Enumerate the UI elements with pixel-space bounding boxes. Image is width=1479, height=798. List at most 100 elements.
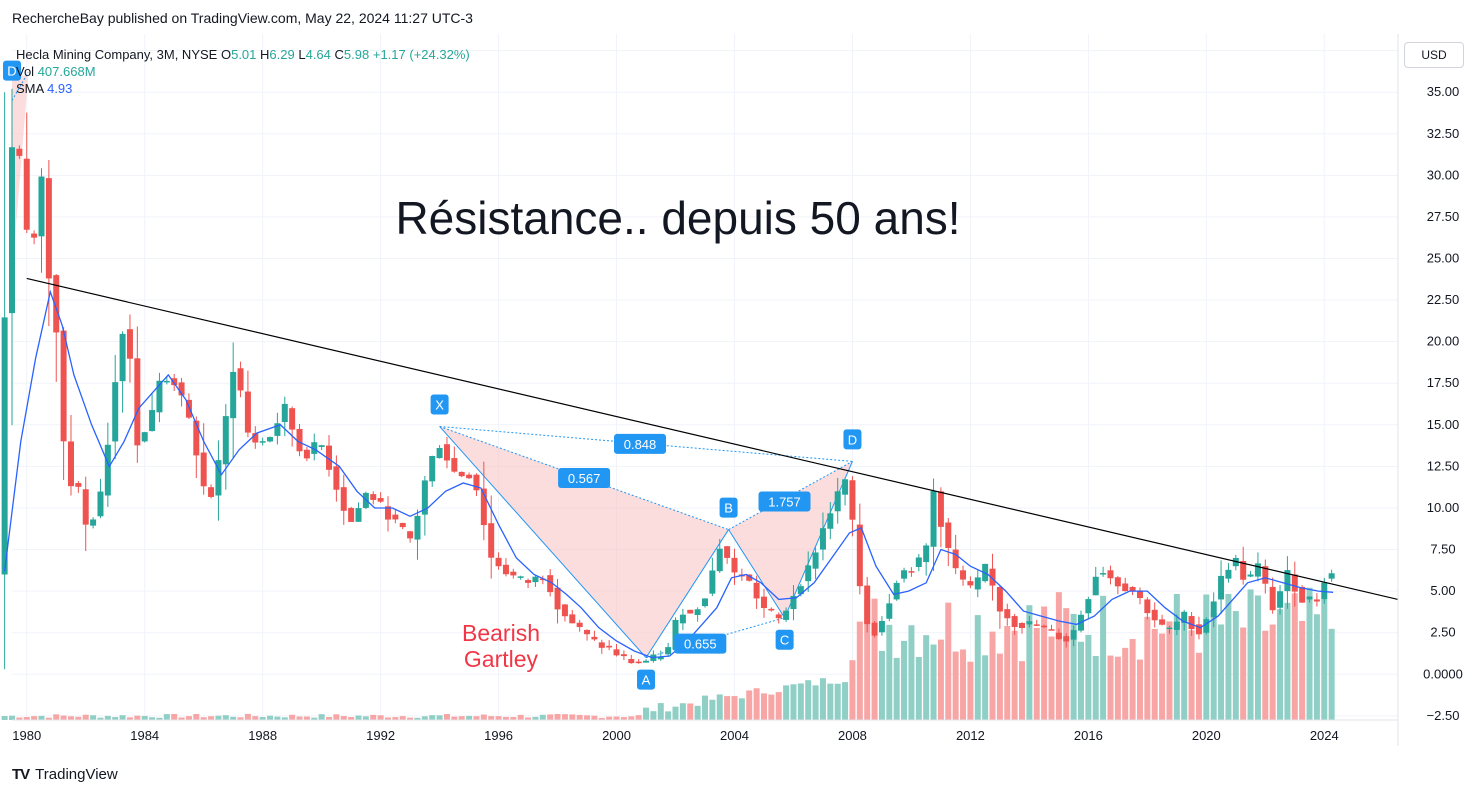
volume-bar (1026, 605, 1033, 720)
currency-button[interactable]: USD (1404, 42, 1464, 68)
volume-bar (1070, 613, 1077, 720)
volume-bar (348, 717, 355, 720)
volume-bar (1151, 628, 1158, 720)
candle-body (886, 603, 893, 619)
candle-body (901, 570, 908, 579)
candle-body (348, 507, 355, 522)
candle-body (1313, 599, 1320, 602)
volume-bar (783, 685, 790, 720)
candle-body (1269, 586, 1276, 611)
volume-bar (1299, 621, 1306, 720)
volume-bar (377, 715, 384, 720)
candle-body (702, 598, 708, 607)
price-chart[interactable]: X A B C D 0.567 0.655 1.757 0.848 D −2.50 0.0000 2.… (0, 34, 1479, 766)
candle-body (1284, 570, 1291, 592)
volume-bar (1063, 608, 1070, 720)
x-tick-label: 1984 (130, 728, 159, 743)
volume-bar (281, 717, 288, 720)
candle-body (38, 176, 45, 237)
volume-bar (185, 716, 192, 720)
candle-body (458, 471, 465, 477)
ratio-label-bg (674, 633, 727, 654)
candle-body (171, 378, 178, 386)
candle-body (679, 614, 686, 624)
candle-body (303, 449, 310, 459)
ratio-label-bg (758, 491, 811, 512)
volume-bar (547, 714, 554, 720)
volume-bar (45, 717, 52, 720)
y-tick-label: 17.50 (1427, 375, 1460, 390)
volume-bar (672, 706, 679, 720)
gartley-labels: X A B C D 0.567 0.655 1.757 0.848 D (3, 60, 862, 690)
candle-body (1011, 616, 1018, 628)
y-tick-label: −2.50 (1427, 708, 1460, 723)
candle-body (952, 549, 959, 569)
candle-body (473, 474, 480, 491)
volume-bar (1181, 622, 1188, 720)
volume-bar (532, 716, 539, 720)
candle-body (937, 491, 944, 527)
volume-bar (495, 716, 502, 720)
candle-body (1136, 590, 1143, 599)
y-tick-label: 35.00 (1427, 84, 1460, 99)
candle-body (1085, 599, 1092, 614)
volume-bar (370, 714, 377, 720)
volume-bar (126, 717, 133, 720)
volume-bar (1225, 593, 1232, 720)
volume-bar (731, 696, 738, 720)
legend-open-label: O (220, 47, 232, 62)
volume-bar (274, 716, 281, 720)
x-tick-label: 2024 (1310, 728, 1339, 743)
candle-body (230, 371, 237, 419)
volume-bar (1173, 593, 1180, 720)
candle-body (1107, 570, 1114, 579)
legend-change: +1.17 (+24.32%) (372, 47, 470, 62)
point-label-top-d-bg (3, 60, 21, 81)
candle-body (864, 585, 871, 625)
candle-body (488, 523, 495, 558)
candle-body (384, 506, 391, 520)
point-label-top-d: D (7, 64, 16, 79)
volume-bar (561, 714, 568, 720)
candle-body (996, 586, 1003, 612)
leg-xa (439, 426, 647, 658)
candle-body (1151, 609, 1158, 621)
volume-bar (230, 716, 237, 720)
volume-bar (878, 650, 885, 720)
volume-bar (31, 716, 38, 720)
volume-bar (856, 621, 863, 720)
header-bar: RechercheBay published on TradingView.co… (0, 0, 1479, 34)
volume-bar (407, 717, 414, 720)
candle-body (333, 466, 340, 490)
candle-body (392, 514, 399, 520)
volume-bar (665, 711, 672, 720)
candle-body (296, 428, 303, 452)
candle-body (16, 148, 23, 156)
y-tick-label: 20.00 (1427, 334, 1460, 349)
volume-bar (267, 715, 274, 720)
candle-body (525, 580, 532, 583)
legend-volume-label: Vol (16, 64, 35, 79)
candle-body (90, 519, 97, 526)
candle-body (318, 445, 325, 447)
candle-body (960, 570, 967, 580)
volume-bar (1262, 630, 1269, 720)
candle-body (1225, 569, 1232, 579)
x-tick-label: 2004 (720, 728, 749, 743)
volume-bar (886, 624, 893, 720)
candle-body (149, 410, 156, 432)
legend-sma-value: 4.93 (47, 81, 73, 96)
candle-body (134, 358, 141, 446)
candle-body (539, 578, 546, 581)
footer-brand[interactable]: TV TradingView (12, 766, 118, 783)
volume-bar (1210, 612, 1217, 720)
legend-sma-row: SMA 4.93 (16, 80, 470, 97)
candle-body (812, 552, 819, 569)
candle-body (687, 609, 694, 614)
volume-bar (53, 714, 60, 720)
candle-body (1122, 583, 1129, 592)
candle-body (893, 582, 900, 600)
candle-body (1328, 573, 1335, 579)
candle-body (783, 610, 790, 620)
point-label-a-bg (637, 669, 656, 690)
